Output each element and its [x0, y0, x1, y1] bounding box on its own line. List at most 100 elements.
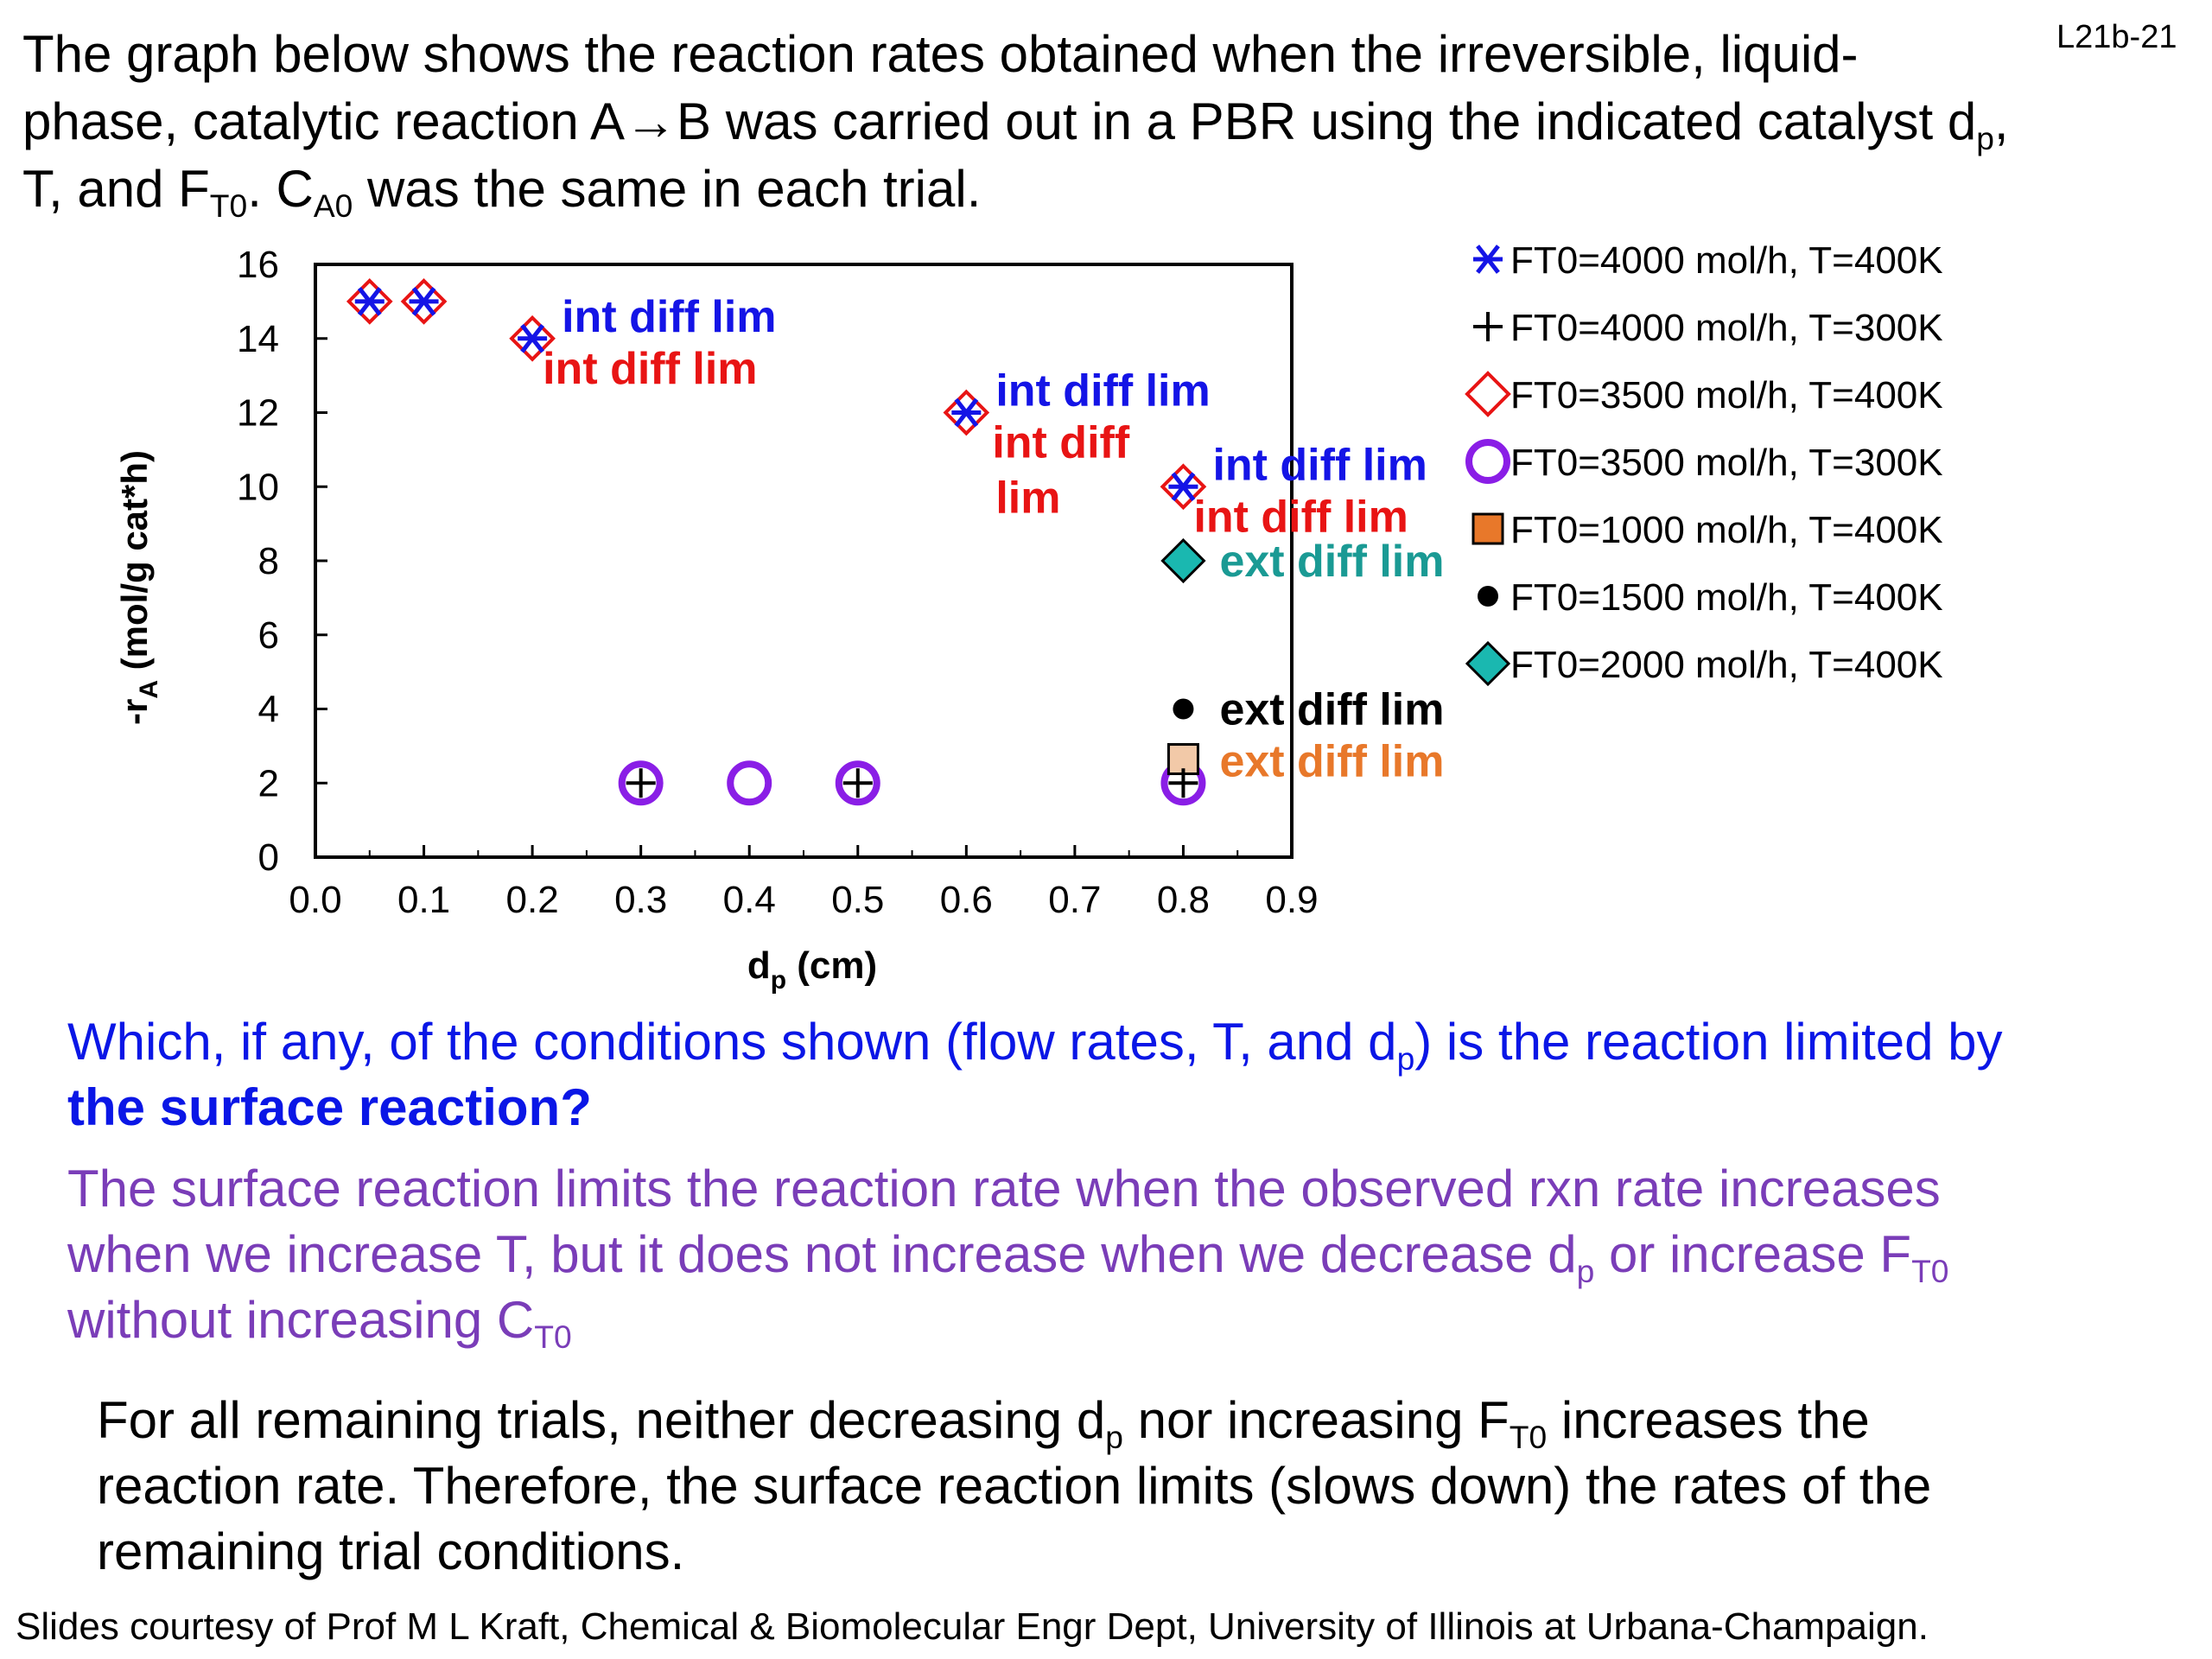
x-axis-label-main: d	[747, 944, 771, 987]
diamond-shape	[1160, 463, 1207, 511]
data-point	[1168, 768, 1198, 798]
dot-shape	[1173, 698, 1194, 720]
conclusion-line-1: For all remaining trials, neither decrea…	[97, 1388, 1931, 1453]
plot-area	[314, 263, 1294, 859]
legend-marker	[1473, 245, 1503, 274]
annotation-label: int diff	[992, 418, 1130, 468]
question-emphasis: the surface reaction?	[67, 1078, 592, 1136]
legend-marker	[1465, 640, 1511, 687]
answer-line-2-text: when we increase T, but it does not incr…	[67, 1225, 1577, 1283]
diamond-shape	[943, 389, 990, 436]
question-text: Which, if any, of the conditions shown (…	[67, 1009, 2003, 1141]
answer-line-2-sub-p: p	[1576, 1252, 1595, 1289]
asterisk-stroke	[954, 397, 979, 428]
intro-line-3: T, and FT0. CA0 was the same in each tri…	[22, 156, 2009, 223]
annotation-label: lim	[995, 474, 1060, 524]
y-tick-label: 16	[237, 244, 279, 286]
data-point	[626, 768, 656, 798]
asterisk-stroke	[1171, 472, 1196, 502]
annotation-label: ext diff lim	[1219, 685, 1444, 735]
diamond-shape	[509, 315, 556, 362]
y-axis-label-unit: (mol/g cat*h)	[114, 450, 155, 680]
asterisk-stroke	[357, 287, 382, 316]
asterisk-stroke	[520, 323, 544, 353]
circle-shape	[618, 760, 664, 806]
y-tick-label: 10	[237, 466, 279, 508]
intro-line-3-sub-t0: T0	[209, 187, 248, 224]
legend-label: FT0=2000 mol/h, T=400K	[1510, 644, 1943, 686]
intro-line-1: The graph below shows the reaction rates…	[22, 25, 1859, 83]
answer-line-2-sub-t0: T0	[1911, 1252, 1949, 1289]
x-tick-label: 0.8	[1157, 879, 1210, 921]
x-tick-label: 0.0	[289, 879, 341, 921]
data-point	[1160, 463, 1207, 511]
y-tick-label: 14	[237, 318, 279, 360]
legend-marker	[1465, 439, 1510, 484]
x-tick-label: 0.9	[1265, 879, 1318, 921]
legend-label: FT0=3500 mol/h, T=300K	[1510, 442, 1943, 484]
diamond-filled-shape	[1465, 640, 1511, 687]
square-shape	[1471, 512, 1504, 545]
annotation-label: int diff lim	[1212, 440, 1427, 490]
y-tick-label: 6	[258, 614, 279, 657]
legend-item: FT0=2000 mol/h, T=400K	[1465, 640, 1943, 687]
x-tick-label: 0.2	[506, 879, 559, 921]
question-line-1: Which, if any, of the conditions shown (…	[67, 1009, 2003, 1075]
x-tick-label: 0.1	[397, 879, 450, 921]
data-point	[509, 315, 556, 362]
legend-label: FT0=3500 mol/h, T=400K	[1510, 374, 1943, 416]
data-point	[1160, 537, 1206, 584]
conclusion-line-1-end: increases the	[1547, 1391, 1870, 1449]
circle-shape	[835, 760, 880, 806]
question-line-1-end: ) is the reaction limited by	[1414, 1013, 2003, 1071]
answer-line-2: when we increase T, but it does not incr…	[67, 1222, 1948, 1287]
legend-label: FT0=1000 mol/h, T=400K	[1510, 509, 1943, 551]
y-axis-label: -rA (mol/g cat*h)	[114, 450, 163, 725]
answer-line-1: The surface reaction limits the reaction…	[67, 1160, 1941, 1217]
data-point	[354, 287, 385, 316]
y-tick-label: 12	[237, 392, 279, 435]
legend-label: FT0=1500 mol/h, T=400K	[1510, 576, 1943, 619]
diamond-shape	[400, 278, 448, 325]
data-point	[346, 278, 393, 325]
question-line-2: the surface reaction?	[67, 1075, 2003, 1141]
legend-item: FT0=3500 mol/h, T=400K	[1465, 371, 1943, 417]
intro-line-3-text: T, and F	[22, 160, 210, 218]
answer-line-2-mid: or increase F	[1594, 1225, 1912, 1283]
data-point	[943, 389, 990, 436]
intro-line-2: phase, catalytic reaction A→B was carrie…	[22, 88, 2009, 156]
diamond-shape	[1465, 371, 1511, 417]
legend-item: FT0=1500 mol/h, T=400K	[1478, 576, 1943, 619]
circle-shape	[1465, 439, 1510, 484]
x-tick-label: 0.6	[940, 879, 993, 921]
diamond-filled-shape	[1160, 537, 1206, 584]
asterisk-stroke	[1476, 245, 1500, 274]
question-line-1-sub: p	[1396, 1039, 1415, 1077]
legend-marker	[1471, 512, 1504, 545]
x-tick-label: 0.7	[1048, 879, 1101, 921]
conclusion-line-1-mid: nor increasing F	[1122, 1391, 1510, 1449]
data-point	[400, 278, 448, 325]
slide-id: L21b-21	[2056, 19, 2177, 55]
answer-line-3-text: without increasing C	[67, 1291, 535, 1349]
x-axis-label-unit: (cm)	[786, 944, 877, 987]
data-point	[618, 760, 664, 806]
intro-line-2-text: phase, catalytic reaction A→B was carrie…	[22, 92, 1977, 150]
annotation-label: int diff lim	[995, 366, 1210, 416]
annotation-label: int diff lim	[562, 292, 776, 342]
annotation-label: int diff lim	[543, 344, 757, 394]
legend-label: FT0=4000 mol/h, T=300K	[1510, 307, 1943, 349]
x-tick-label: 0.4	[723, 879, 776, 921]
y-tick-label: 2	[258, 762, 279, 804]
x-axis-label: dp (cm)	[747, 944, 877, 995]
intro-line-2-end: ,	[1993, 92, 2009, 150]
x-axis-label-sub: p	[771, 966, 786, 995]
chart-legend: FT0=4000 mol/h, T=400K FT0=4000 mol/h, T=…	[1465, 239, 1943, 687]
data-point	[518, 323, 548, 353]
legend-marker	[1473, 312, 1503, 341]
intro-text: The graph below shows the reaction rates…	[22, 21, 2009, 223]
data-point	[842, 768, 873, 798]
legend-item: FT0=4000 mol/h, T=400K	[1473, 239, 1943, 282]
answer-text: The surface reaction limits the reaction…	[67, 1156, 1948, 1353]
legend-label: FT0=4000 mol/h, T=400K	[1510, 239, 1943, 282]
